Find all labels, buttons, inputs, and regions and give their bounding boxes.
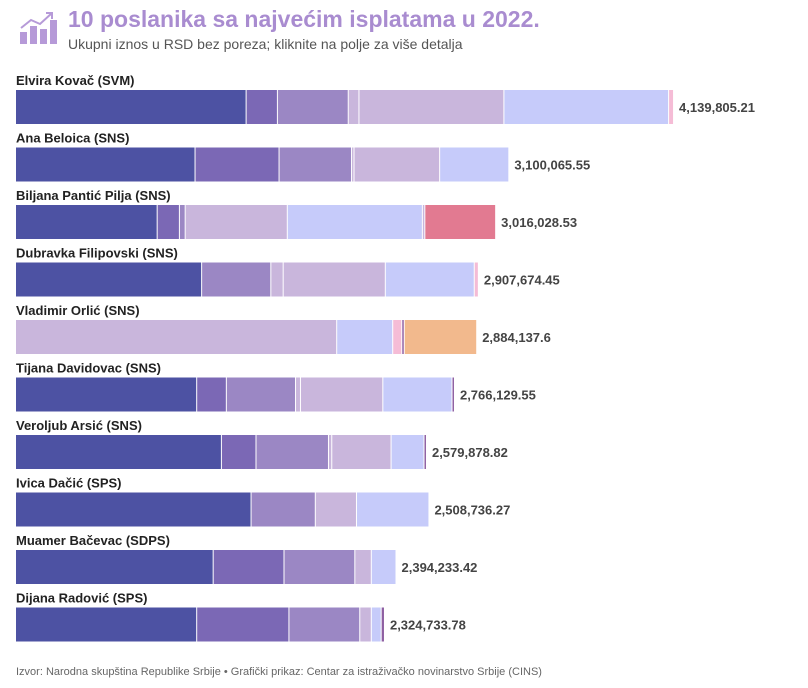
bar-segment[interactable] [221, 435, 256, 469]
bar-segment[interactable] [356, 492, 429, 527]
bar-segment[interactable] [296, 377, 300, 412]
bar-segment[interactable] [287, 205, 422, 239]
bar-segment[interactable] [179, 205, 185, 239]
total-value-label: 2,508,736.27 [434, 503, 510, 518]
bar-segment[interactable] [277, 90, 348, 124]
row-label: Veroljub Arsić (SNS) [16, 418, 142, 433]
total-value-label: 3,100,065.55 [514, 158, 590, 173]
row-label: Vladimir Orlić (SNS) [16, 303, 140, 318]
row-label: Ivica Dačić (SPS) [16, 476, 122, 491]
bar-segment[interactable] [371, 607, 381, 642]
bar-segment[interactable] [355, 550, 371, 584]
bar-segment[interactable] [16, 262, 202, 297]
bar-segment[interactable] [195, 147, 279, 182]
bar-segment[interactable] [440, 147, 509, 182]
chart-title: 10 poslanika sa najvećim isplatama u 202… [68, 6, 540, 32]
bar-segment[interactable] [16, 492, 251, 527]
bar-segment[interactable] [16, 147, 195, 182]
bar-segment[interactable] [332, 435, 391, 469]
bar-segment[interactable] [359, 90, 504, 124]
bar-segment[interactable] [424, 435, 426, 469]
bar-segment[interactable] [391, 435, 424, 469]
bar-segment[interactable] [16, 205, 157, 239]
bar-segment[interactable] [348, 90, 359, 124]
bar-segment[interactable] [16, 550, 213, 584]
row-label: Biljana Pantić Pilja (SNS) [16, 188, 171, 203]
bar-segment[interactable] [197, 377, 226, 412]
total-value-label: 2,579,878.82 [432, 445, 508, 460]
total-value-label: 2,907,674.45 [484, 273, 560, 288]
bar-segment[interactable] [425, 205, 496, 239]
bar-segment[interactable] [256, 435, 328, 469]
bar-segment[interactable] [385, 262, 474, 297]
bar-segment[interactable] [289, 607, 360, 642]
bar-segment[interactable] [360, 607, 371, 642]
bar-segment[interactable] [16, 607, 197, 642]
bar-segment[interactable] [16, 90, 246, 124]
total-value-label: 3,016,028.53 [501, 215, 577, 230]
bar-segment[interactable] [213, 550, 284, 584]
bar-segment[interactable] [393, 320, 402, 354]
chart-subtitle: Ukupni iznos u RSD bez poreza; kliknite … [68, 36, 463, 52]
bar-segment[interactable] [371, 550, 396, 584]
bar-segment[interactable] [16, 320, 337, 354]
total-value-label: 2,884,137.6 [482, 330, 551, 345]
bar-segment[interactable] [283, 262, 385, 297]
bar-segment[interactable] [402, 320, 404, 354]
bar-segment[interactable] [185, 205, 287, 239]
bar-segment[interactable] [422, 205, 425, 239]
bar-segment[interactable] [383, 377, 452, 412]
bar-segment[interactable] [16, 377, 197, 412]
bar-segment[interactable] [354, 147, 440, 182]
row-label: Tijana Davidovac (SNS) [16, 361, 161, 376]
bar-segment[interactable] [381, 607, 384, 642]
bar-segment[interactable] [284, 550, 355, 584]
row-label: Dubravka Filipovski (SNS) [16, 246, 178, 261]
row-label: Ana Beloica (SNS) [16, 131, 129, 146]
bar-segment[interactable] [474, 262, 478, 297]
bar-segment[interactable] [404, 320, 477, 354]
bar-segment[interactable] [197, 607, 289, 642]
bar-chart-trend-icon [18, 10, 58, 46]
bar-segment[interactable] [300, 377, 383, 412]
total-value-label: 2,324,733.78 [390, 618, 466, 633]
bar-segment[interactable] [202, 262, 271, 297]
row-label: Dijana Radović (SPS) [16, 591, 147, 606]
bar-segment[interactable] [669, 90, 674, 124]
row-label: Muamer Bačevac (SDPS) [16, 533, 170, 548]
bar-segment[interactable] [452, 377, 454, 412]
bar-segment[interactable] [352, 147, 354, 182]
total-value-label: 2,766,129.55 [460, 388, 536, 403]
source-note: Izvor: Narodna skupština Republike Srbij… [16, 666, 542, 678]
row-label: Elvira Kovač (SVM) [16, 73, 135, 88]
total-value-label: 2,394,233.42 [402, 560, 478, 575]
bar-segment[interactable] [157, 205, 179, 239]
bar-segment[interactable] [315, 492, 356, 527]
total-value-label: 4,139,805.21 [679, 100, 755, 115]
bar-segment[interactable] [279, 147, 352, 182]
bar-segment[interactable] [16, 435, 221, 469]
bar-segment[interactable] [328, 435, 332, 469]
bar-segment[interactable] [271, 262, 283, 297]
bar-segment[interactable] [337, 320, 393, 354]
bar-segment[interactable] [226, 377, 296, 412]
bar-segment[interactable] [504, 90, 669, 124]
bar-segment[interactable] [246, 90, 277, 124]
bar-segment[interactable] [251, 492, 315, 527]
